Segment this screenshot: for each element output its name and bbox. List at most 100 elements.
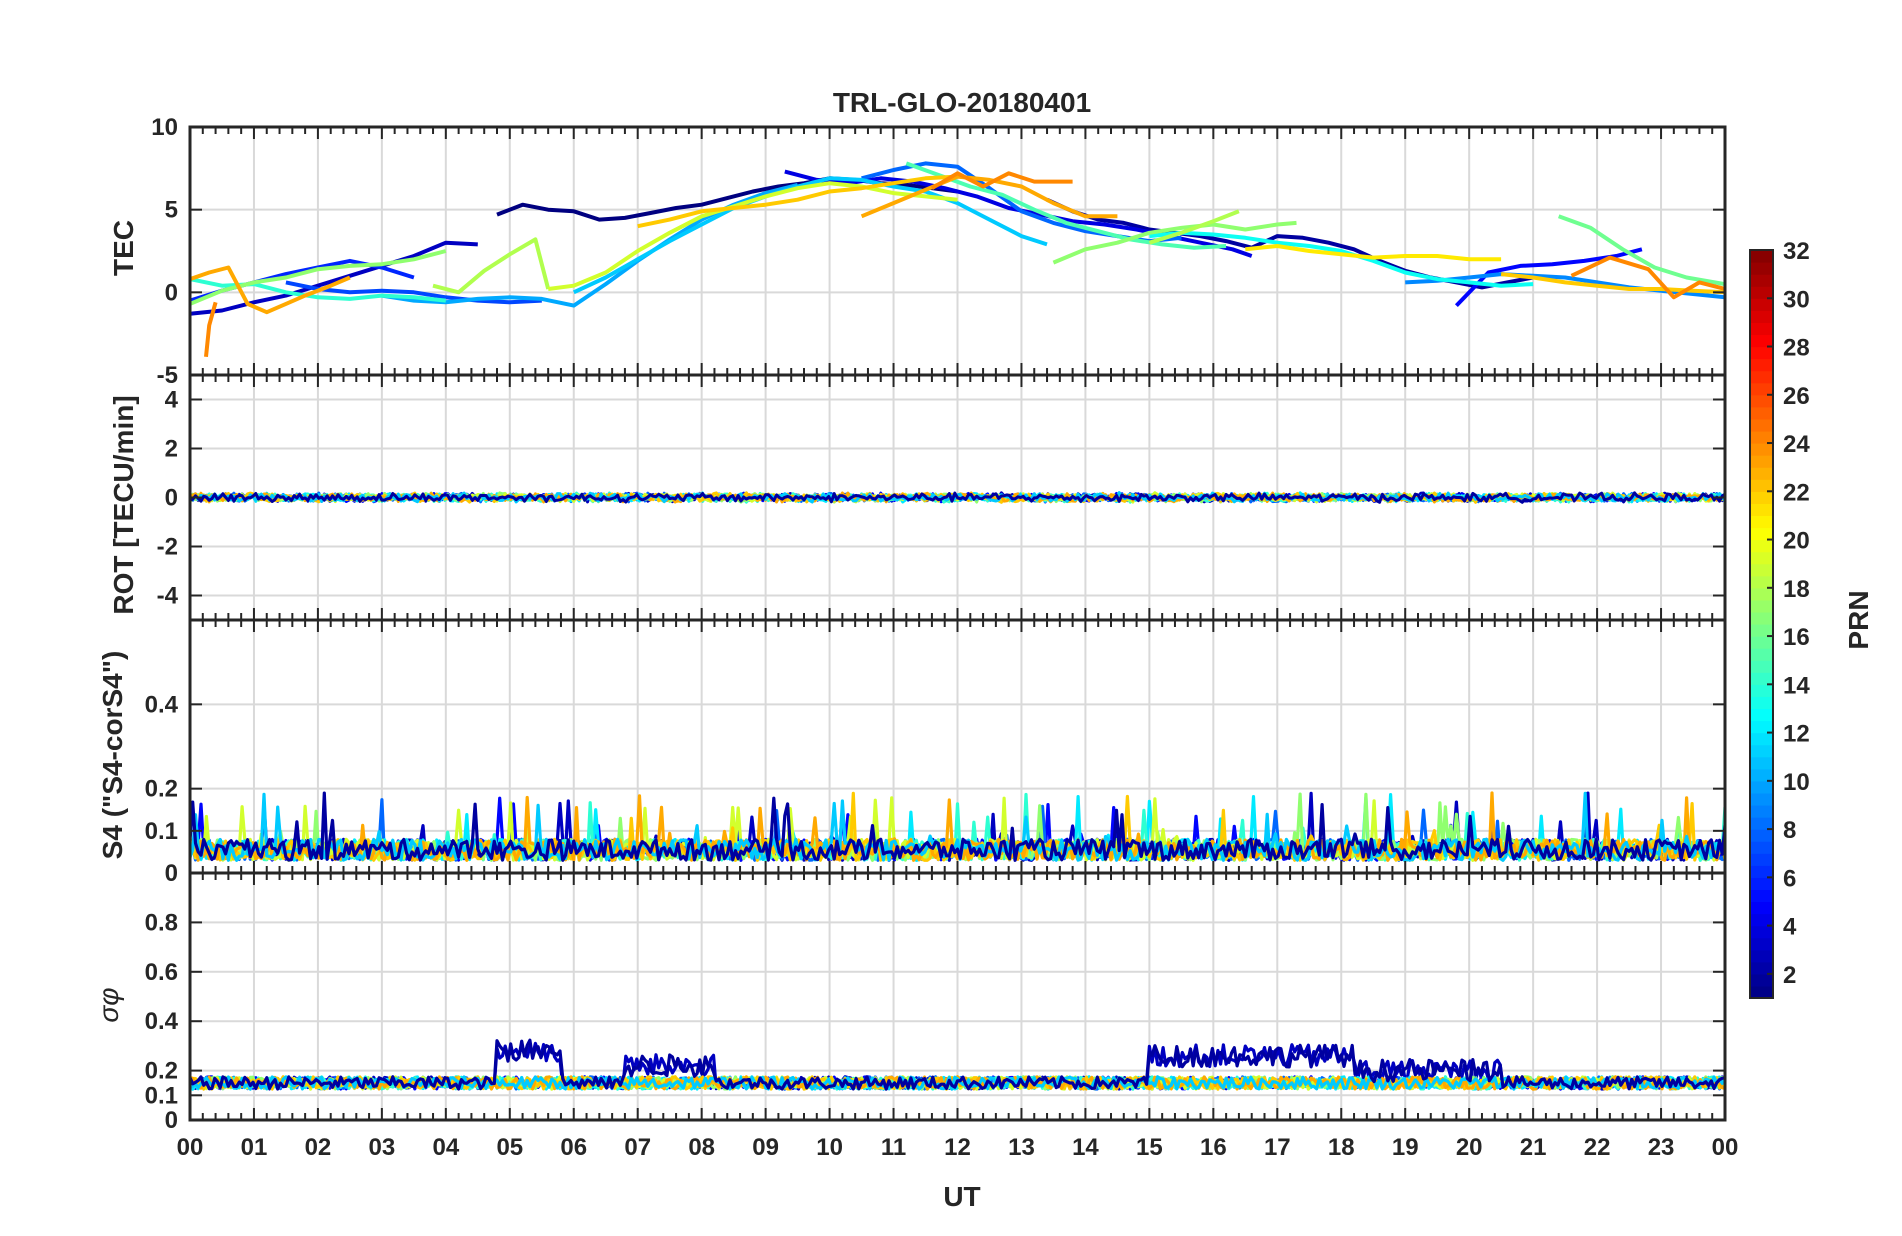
y-tick-label: 5	[165, 197, 178, 224]
x-tick-label: 14	[1072, 1134, 1099, 1161]
colorbar-segment	[1750, 286, 1773, 299]
colorbar-tick-label: 16	[1783, 624, 1810, 651]
tec-series-line	[204, 301, 218, 358]
colorbar-segment	[1750, 949, 1773, 963]
tec-series-line	[1148, 209, 1240, 245]
colorbar-segment	[1750, 780, 1773, 794]
colorbar-tick-label: 10	[1783, 769, 1810, 796]
x-tick-label: 00	[177, 1134, 204, 1161]
colorbar-segment	[1750, 829, 1773, 842]
tec-series-line	[1570, 255, 1725, 300]
colorbar-segment	[1750, 985, 1773, 999]
colorbar-segment	[1750, 479, 1773, 492]
colorbar-segment	[1750, 394, 1773, 408]
colorbar-segment	[1750, 624, 1773, 637]
colorbar-segment	[1750, 262, 1773, 275]
x-tick-label: 18	[1328, 1134, 1355, 1161]
data-layer	[190, 1038, 1725, 1091]
colorbar-segment	[1750, 660, 1773, 673]
tec-series-line	[1149, 230, 1534, 288]
tec-series-line	[1558, 214, 1725, 287]
colorbar-segment	[1750, 684, 1773, 697]
panel-tec: -5 0 5 10	[151, 114, 1727, 389]
colorbar-segment	[1750, 636, 1773, 649]
tec-series-line	[860, 174, 1118, 219]
x-tick-label: 03	[369, 1134, 396, 1161]
y-tick-label: -4	[157, 583, 179, 610]
tec-series-line	[1405, 272, 1725, 300]
x-tick-label: 08	[688, 1134, 715, 1161]
colorbar-segment	[1750, 575, 1773, 589]
x-tick-label: 12	[944, 1134, 971, 1161]
colorbar-segment	[1750, 406, 1773, 420]
colorbar-tick-label: 18	[1783, 576, 1810, 603]
colorbar-segment	[1750, 322, 1773, 336]
x-tick-label: 01	[241, 1134, 268, 1161]
colorbar-segment	[1750, 877, 1773, 891]
tec-series-line	[1052, 220, 1297, 265]
colorbar-segment	[1750, 274, 1773, 287]
tec-series-line	[547, 181, 958, 291]
tec-series-line	[432, 237, 551, 295]
y-tick-label: 0.1	[145, 1082, 178, 1109]
panel-rot: -4 -2 0 2 4	[157, 373, 1727, 622]
x-tick-label: 13	[1008, 1134, 1035, 1161]
sigma_phi-series-line	[190, 1038, 1725, 1091]
y-label-s4-text: S4 ("S4-corS4")	[97, 651, 128, 860]
colorbar-segment	[1750, 539, 1773, 553]
colorbar-segment	[1750, 515, 1773, 529]
y-tick-label: 0.8	[145, 909, 178, 936]
tec-series-line	[930, 171, 1073, 190]
colorbar-segment	[1750, 382, 1773, 396]
y-tick-label: 0.4	[145, 1008, 179, 1035]
colorbar-segment	[1750, 298, 1773, 311]
sigma_phi-series-line	[190, 1075, 1725, 1091]
colorbar-tick-label: 26	[1783, 383, 1810, 410]
y-tick-label: 0.6	[145, 959, 178, 986]
data-layer	[190, 161, 1725, 358]
x-tick-label: 15	[1136, 1134, 1163, 1161]
colorbar-segment	[1750, 672, 1773, 685]
x-axis: 00 01 02 03 04 05 06 07 08 09 10 11 12 13 14 15 16 17 18 19…	[177, 1134, 1739, 1161]
colorbar-tick-label: 28	[1783, 335, 1810, 362]
y-tick-label: 0.2	[145, 1058, 178, 1085]
colorbar-tick-label: 22	[1783, 479, 1810, 506]
colorbar-segment	[1750, 756, 1773, 770]
colorbar-tick-label: 30	[1783, 286, 1810, 313]
x-tick-label: 10	[816, 1134, 843, 1161]
colorbar-segment	[1750, 455, 1773, 468]
colorbar-tick-label: 8	[1783, 817, 1796, 844]
colorbar-segment	[1750, 696, 1773, 710]
colorbar-tick-label: 12	[1783, 721, 1810, 748]
colorbar-segment	[1750, 841, 1773, 854]
x-tick-label: 02	[305, 1134, 332, 1161]
y-label-tec: TEC	[108, 220, 139, 276]
chart-title: TRL-GLO-20180401	[833, 87, 1091, 118]
tec-series-line	[190, 277, 447, 303]
panel-sigma-phi: 00.10.2 0.4 0.6 0.8	[145, 871, 1727, 1134]
colorbar-segment	[1750, 527, 1773, 541]
colorbar-segment	[1750, 551, 1773, 565]
x-axis-label: UT	[943, 1181, 980, 1212]
colorbar-tick-label: 4	[1783, 914, 1797, 941]
tec-series-line	[637, 174, 958, 229]
data-layer	[190, 491, 1725, 504]
colorbar-segment	[1750, 804, 1773, 818]
x-tick-label: 17	[1264, 1134, 1291, 1161]
colorbar-segment	[1750, 443, 1773, 456]
tec-series-line	[1454, 247, 1643, 307]
colorbar-segment	[1750, 334, 1773, 348]
colorbar-tick-label: 14	[1783, 672, 1810, 699]
x-tick-label: 20	[1456, 1134, 1483, 1161]
panel-s4: 0 0.1 0.2 0.4	[145, 618, 1727, 887]
y-tick-label: 0.4	[145, 691, 179, 718]
colorbar-segment	[1750, 587, 1773, 601]
x-tick-label: 22	[1584, 1134, 1611, 1161]
y-tick-label: 4	[165, 387, 179, 414]
tec-series-line	[905, 161, 1227, 250]
y-tick-label: 0	[165, 860, 178, 887]
colorbar-segment	[1750, 937, 1773, 951]
colorbar-segment	[1750, 430, 1773, 444]
colorbar-segment	[1750, 467, 1773, 480]
